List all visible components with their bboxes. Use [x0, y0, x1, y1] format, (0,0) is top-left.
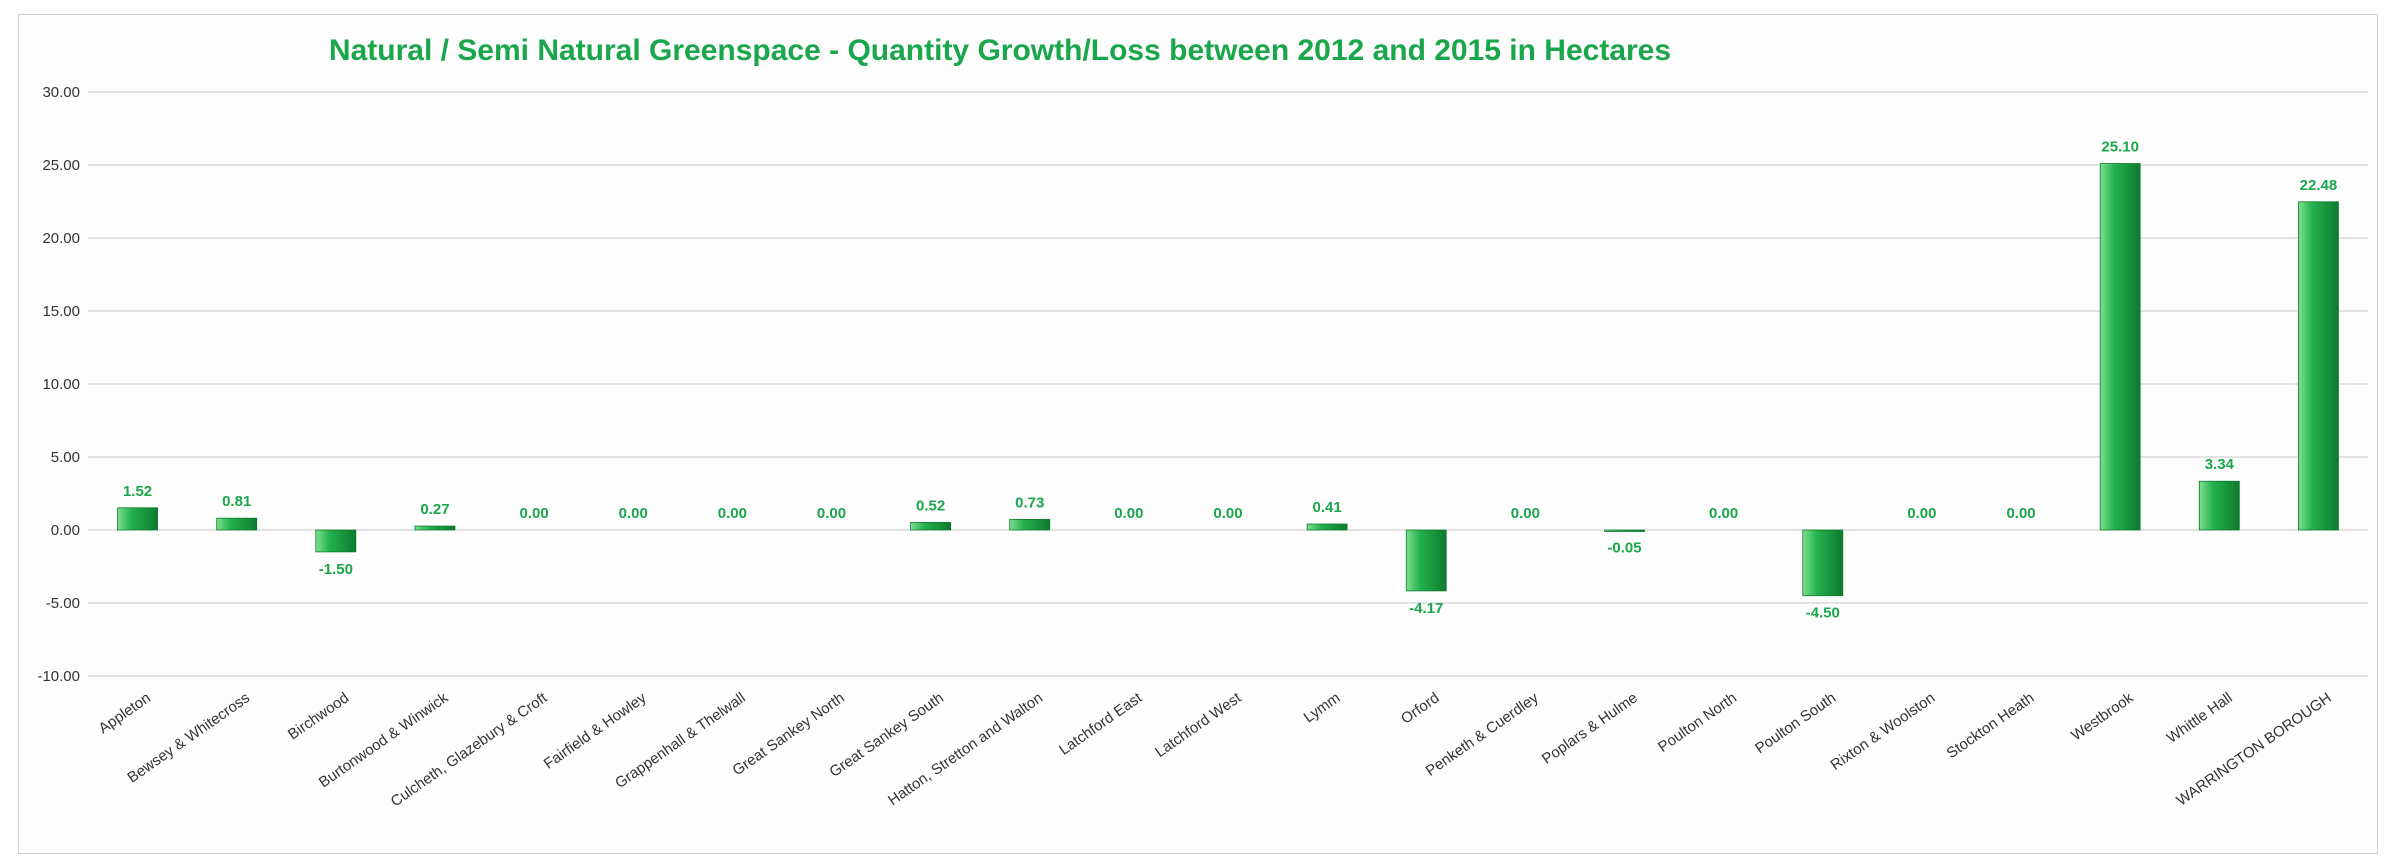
- data-label: 0.00: [817, 505, 846, 522]
- x-tick-label: Rixton & Woolston: [1828, 689, 1939, 774]
- data-label: 0.00: [1907, 505, 1936, 522]
- x-tick-label: Birchwood: [285, 689, 352, 743]
- x-tick-label: WARRINGTON BOROUGH: [2173, 689, 2334, 809]
- data-label: 0.00: [619, 505, 648, 522]
- bar: [2198, 480, 2240, 531]
- bar: [315, 529, 357, 553]
- bar: [414, 525, 456, 531]
- x-tick-label: Culcheth, Glazebury & Croft: [388, 689, 551, 811]
- x-tick-label: Appleton: [96, 689, 154, 737]
- x-tick-label: Fairfield & Howley: [541, 689, 650, 773]
- bar: [1009, 518, 1051, 531]
- bar: [1306, 523, 1348, 531]
- data-label: 0.00: [1511, 505, 1540, 522]
- x-tick-label: Poulton North: [1655, 689, 1740, 756]
- data-label: 0.00: [1709, 505, 1738, 522]
- data-label: 0.81: [222, 493, 251, 510]
- gridlines: [88, 91, 2368, 677]
- x-tick-label: Hatton, Stretton and Walton: [885, 689, 1046, 809]
- y-axis: 30.00 25.00 20.00 15.00 10.00 5.00 0.00 -5.00 -1…: [37, 84, 80, 685]
- x-tick-label: Poulton South: [1752, 689, 1839, 757]
- x-tick-label: Lymm: [1301, 689, 1344, 726]
- y-tick-label: 0.00: [51, 522, 80, 539]
- bar: [2099, 163, 2141, 531]
- bar: [910, 522, 952, 531]
- data-label: 3.34: [2205, 456, 2235, 473]
- y-tick-label: -10.00: [37, 668, 80, 685]
- bar: [1802, 529, 1844, 597]
- chart-frame: [18, 14, 2378, 854]
- x-tick-label: Orford: [1398, 689, 1443, 727]
- bar: [2298, 201, 2339, 531]
- y-tick-label: 20.00: [42, 230, 80, 247]
- data-label: 22.48: [2300, 177, 2338, 194]
- data-label: -4.17: [1409, 600, 1443, 617]
- y-tick-label: 15.00: [42, 303, 80, 320]
- data-label: 0.52: [916, 497, 945, 514]
- chart-title: Natural / Semi Natural Greenspace - Quan…: [329, 34, 1671, 67]
- x-tick-label: Poplars & Hulme: [1539, 689, 1641, 767]
- data-label: 0.27: [420, 501, 449, 518]
- y-tick-label: 10.00: [42, 376, 80, 393]
- bar: [1604, 529, 1645, 532]
- x-tick-label: Westbrook: [2068, 689, 2137, 744]
- data-label: 0.00: [2006, 505, 2035, 522]
- bars: [117, 163, 2339, 597]
- data-label: -0.05: [1607, 540, 1641, 557]
- y-tick-label: -5.00: [46, 595, 80, 612]
- data-label: 25.10: [2101, 139, 2139, 156]
- data-label: 0.00: [519, 505, 548, 522]
- data-label: 0.00: [1213, 505, 1242, 522]
- bar: [1405, 529, 1447, 592]
- data-label: 0.41: [1313, 499, 1342, 516]
- data-label: -1.50: [319, 561, 353, 578]
- x-tick-label: Stockton Heath: [1944, 689, 2038, 762]
- data-label: 1.52: [123, 483, 152, 500]
- x-tick-label: Latchford West: [1152, 689, 1245, 761]
- y-tick-label: 25.00: [42, 157, 80, 174]
- bar: [216, 517, 258, 531]
- bar: [117, 507, 158, 531]
- data-label: 0.00: [1114, 505, 1143, 522]
- data-label: 0.00: [718, 505, 747, 522]
- x-tick-label: Whittle Hall: [2164, 689, 2236, 746]
- y-tick-label: 30.00: [42, 84, 80, 101]
- data-labels: 1.52 0.81 -1.50 0.27 0.00 0.00 0.00 0.00 0.52 0.7…: [123, 139, 2337, 622]
- y-tick-label: 5.00: [51, 449, 80, 466]
- data-label: 0.73: [1015, 494, 1044, 511]
- x-tick-label: Latchford East: [1056, 689, 1146, 759]
- data-label: -4.50: [1806, 605, 1840, 622]
